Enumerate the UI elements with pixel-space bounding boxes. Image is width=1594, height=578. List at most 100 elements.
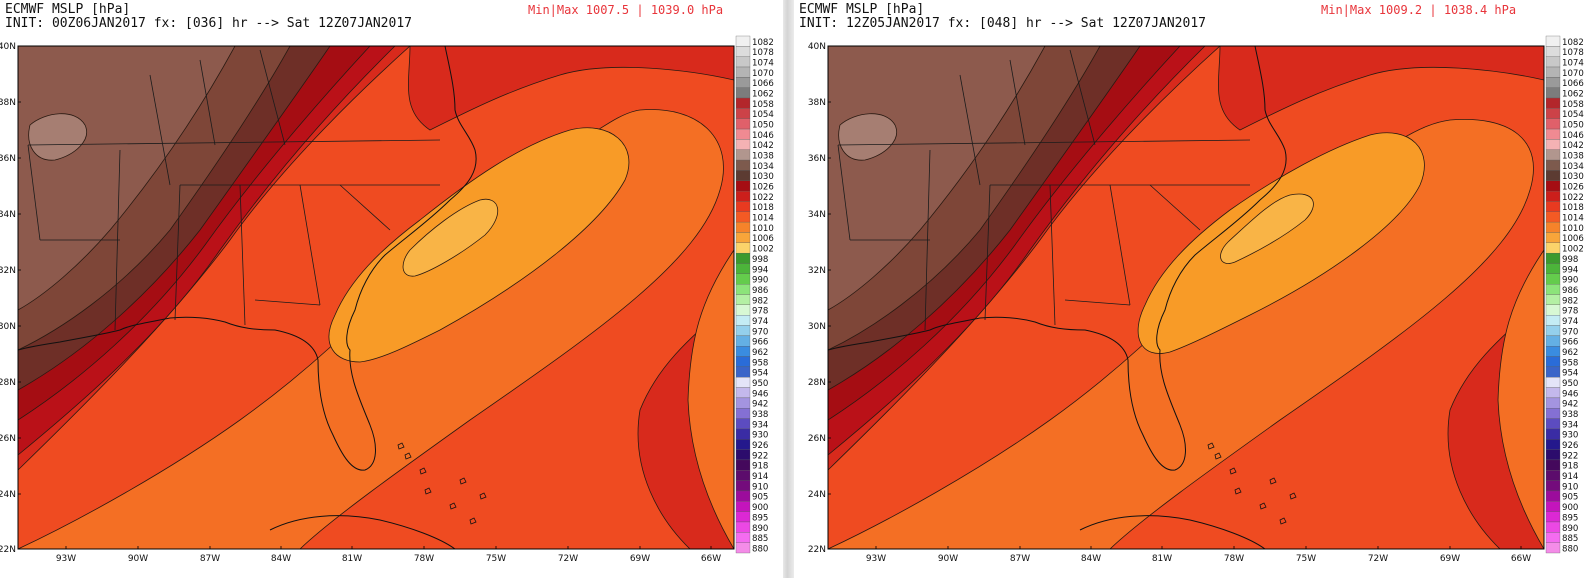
colorbar-label: 938 [1562, 410, 1578, 420]
colorbar-swatch [735, 263, 751, 274]
lat-tick-label: 28N [808, 378, 826, 388]
colorbar-label: 934 [752, 420, 768, 430]
colorbar-label: 994 [1562, 265, 1578, 275]
colorbar-label: 1018 [1562, 203, 1584, 213]
lat-tick-label: 30N [0, 322, 16, 332]
isobar-band-1018 [408, 46, 734, 131]
colorbar-swatch [1545, 418, 1561, 430]
isobar-band-1010 [687, 249, 734, 549]
lon-tick-label: 87W [1010, 554, 1030, 564]
colorbar-swatch [1545, 190, 1561, 202]
colorbar-swatch [735, 87, 751, 99]
colorbar-swatch [1545, 252, 1561, 264]
state-border [1149, 184, 1201, 231]
colorbar-swatch [735, 490, 751, 502]
colorbar-swatch [735, 170, 751, 181]
lat-tick-label: 32N [808, 266, 826, 276]
colorbar-label: 994 [752, 265, 768, 275]
colorbar-swatch [1545, 459, 1561, 471]
colorbar-swatch [735, 418, 751, 430]
colorbar-label: 1054 [1562, 110, 1584, 120]
colorbar-label: 1078 [1562, 48, 1584, 58]
colorbar-label: 986 [1562, 286, 1578, 296]
colorbar-label: 1074 [1562, 58, 1584, 68]
colorbar-label: 990 [1562, 276, 1578, 286]
colorbar-label: 1030 [1562, 172, 1584, 182]
colorbar-label: 1022 [752, 193, 774, 203]
colorbar-swatch [735, 346, 751, 357]
lon-tick-label: 90W [128, 554, 148, 564]
bahamas-island [1289, 492, 1297, 500]
colorbar-swatch [735, 459, 751, 471]
colorbar-swatch [1545, 35, 1561, 47]
colorbar-label: 1038 [752, 152, 774, 162]
bahamas-island [419, 467, 427, 475]
map-frame [827, 45, 1545, 550]
state-border [114, 149, 121, 331]
colorbar-swatch [1545, 449, 1561, 461]
colorbar-label: 990 [752, 276, 768, 286]
colorbar-swatch [735, 335, 751, 347]
colorbar-swatch [1545, 325, 1561, 337]
lat-tick-label: 40N [0, 42, 16, 52]
colorbar-label: 918 [752, 462, 768, 472]
colorbar-swatch [1545, 242, 1561, 254]
colorbar-swatch [735, 232, 751, 243]
colorbar-swatch [1545, 439, 1561, 450]
colorbar-swatch [1545, 87, 1561, 99]
state-border [1009, 59, 1026, 146]
state-border [837, 144, 851, 241]
colorbar-swatch [1545, 273, 1561, 285]
colorbar-label: 938 [752, 410, 768, 420]
isobar-band-1042 [838, 113, 897, 161]
colorbar-label: 1074 [752, 58, 774, 68]
colorbar-label: 1046 [1562, 131, 1584, 141]
colorbar-label: 970 [1562, 327, 1578, 337]
colorbar-label: 1078 [752, 48, 774, 58]
colorbar-swatch [1545, 490, 1561, 502]
colorbar-label: 918 [1562, 462, 1578, 472]
lat-tick-label: 36N [808, 154, 826, 164]
colorbar-swatch [735, 118, 751, 130]
state-border [1069, 49, 1096, 146]
lon-tick-label: 69W [630, 554, 650, 564]
lon-tick-label: 81W [342, 554, 362, 564]
lon-tick-label: 90W [938, 554, 958, 564]
colorbar-label: 1034 [1562, 162, 1584, 172]
colorbar-label: 966 [1562, 338, 1578, 348]
colorbar-swatch [1545, 501, 1561, 512]
colorbar-label: 1010 [1562, 224, 1584, 234]
colorbar-swatch [735, 242, 751, 254]
state-border [1049, 184, 1056, 326]
colorbar-swatch [735, 66, 751, 78]
colorbar-label: 1042 [752, 141, 774, 151]
colorbar-label: 970 [752, 327, 768, 337]
colorbar-label: 890 [1562, 524, 1578, 534]
lon-tick-label: 69W [1440, 554, 1460, 564]
colorbar-label: 1070 [752, 69, 774, 79]
colorbar-label: 1026 [752, 183, 774, 193]
lat-tick-label: 32N [0, 266, 16, 276]
state-border [1064, 299, 1131, 306]
state-border [837, 139, 1251, 146]
lon-tick-label: 75W [1296, 554, 1316, 564]
colorbar-swatch [735, 315, 751, 326]
colorbar-swatch [1545, 149, 1561, 161]
isobar-band-1018 [1218, 46, 1544, 131]
colorbar-swatch [735, 108, 751, 119]
colorbar-swatch [735, 532, 751, 543]
bahamas-island [1269, 477, 1277, 485]
lon-tick-label: 72W [1368, 554, 1388, 564]
isobar-band-1010 [1497, 249, 1544, 549]
colorbar-label: 1082 [752, 38, 774, 48]
colorbar-swatch [735, 377, 751, 388]
colorbar-swatch [1545, 480, 1561, 492]
colorbar-label: 974 [752, 317, 768, 327]
bahamas-island [479, 492, 487, 500]
map-title: ECMWF MSLP [hPa] [5, 2, 131, 17]
colorbar-swatch [735, 449, 751, 461]
colorbar-swatch [735, 190, 751, 202]
colorbar-label: 946 [752, 389, 768, 399]
cuba-coastline [269, 515, 456, 549]
colorbar-swatch [1545, 521, 1561, 533]
